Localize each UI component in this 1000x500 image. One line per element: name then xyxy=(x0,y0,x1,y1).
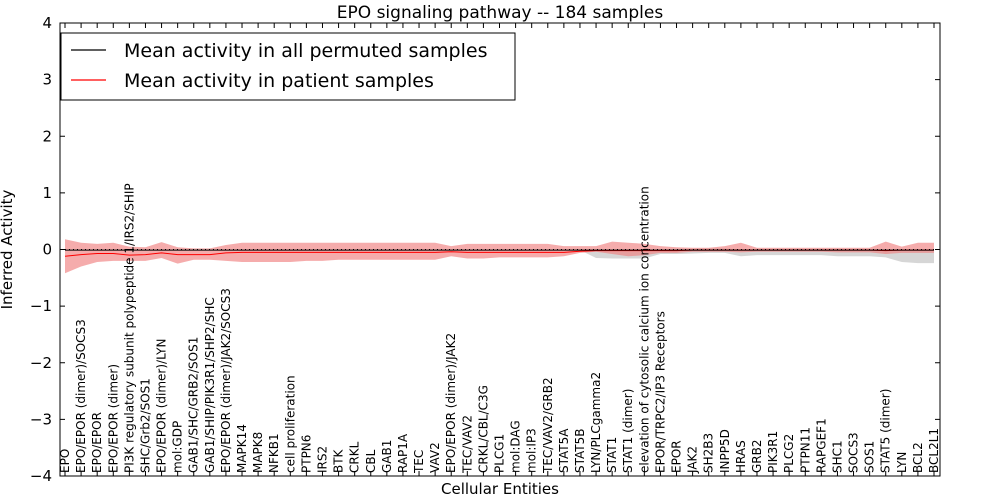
category-label: MAPK14 xyxy=(235,424,249,473)
category-label: VAV2 xyxy=(428,442,442,473)
category-label: STAT1 xyxy=(605,437,619,473)
y-tick-label: −4 xyxy=(30,467,52,485)
series-lines xyxy=(64,249,934,257)
category-label: EPO/EPOR (dimer) xyxy=(106,364,120,473)
y-tick-label: −2 xyxy=(30,354,52,372)
category-label: CBL xyxy=(364,449,378,473)
y-axis-label: Inferred Activity xyxy=(0,189,16,309)
category-label: GRB2 xyxy=(750,439,764,473)
y-tick-label: −1 xyxy=(30,297,52,315)
category-label: BCL2 xyxy=(911,442,925,473)
category-label: SOCS3 xyxy=(847,432,861,473)
y-tick-label: 0 xyxy=(42,241,52,259)
category-labels: EPO EPO/EPOR (dimer)/SOCS3 EPO/EPOR EPO/EPO… xyxy=(58,183,941,474)
category-label: BCL2L1 xyxy=(927,428,941,473)
legend-label-permuted: Mean activity in all permuted samples xyxy=(124,40,487,62)
category-label: mol:DAG xyxy=(509,420,523,473)
category-label: MAPK8 xyxy=(251,432,265,473)
legend-box xyxy=(60,32,516,101)
category-label: CRKL xyxy=(348,441,362,473)
category-label: STAT5A xyxy=(557,428,571,473)
category-label: SHC/Grb2/SOS1 xyxy=(138,378,152,473)
category-label: EPO/EPOR (dimer)/LYN xyxy=(155,339,169,473)
category-label: EPO/EPOR xyxy=(90,412,104,473)
y-tick-label: 4 xyxy=(42,14,52,32)
category-label: EPO/EPOR (dimer)/JAK2/SOCS3 xyxy=(219,288,233,473)
category-label: TEC/VAV2/GRB2 xyxy=(541,377,555,474)
category-label: JAK2 xyxy=(686,446,700,474)
category-label: PI3K regulatory subunit polypeptide 1/IR… xyxy=(122,183,136,473)
category-label: PLCG2 xyxy=(782,434,796,473)
category-label: STAT1 (dimer) xyxy=(621,389,635,473)
confidence-bands xyxy=(65,239,934,274)
category-label: GAB1/SHIP/PIK3R1/SHP2/SHC xyxy=(203,297,217,473)
category-label: PTPN6 xyxy=(299,435,313,473)
band-patient xyxy=(65,239,934,274)
y-tick-label: 2 xyxy=(42,127,52,145)
category-label: cell proliferation xyxy=(283,375,297,473)
category-label: NFKB1 xyxy=(267,433,281,473)
category-label: RAP1A xyxy=(396,433,410,473)
y-tick-label: 1 xyxy=(42,184,52,202)
y-tick-label: 3 xyxy=(42,71,52,89)
x-axis xyxy=(64,23,935,476)
band-permuted xyxy=(65,248,934,264)
category-label: EPOR/TRPC2/IP3 Receptors xyxy=(653,311,667,473)
y-tick-label: −3 xyxy=(30,410,52,428)
category-label: BTK xyxy=(332,448,346,473)
category-label: CRKL/CBL/C3G xyxy=(476,385,490,473)
category-label: GAB1/SHC/GRB2/SOS1 xyxy=(187,337,201,473)
category-label: mol:IP3 xyxy=(525,428,539,473)
category-label: STAT5B xyxy=(573,429,587,474)
y-axis: −4 −3 −2 −1 0 1 2 3 4 xyxy=(30,14,940,485)
category-label: elevation of cytosolic calcium ion conce… xyxy=(637,186,651,473)
category-label: mol:GDP xyxy=(171,421,185,473)
legend: Mean activity in all permuted samples Me… xyxy=(60,32,516,101)
category-label: EPO xyxy=(58,449,72,473)
category-label: INPP5D xyxy=(718,429,732,473)
x-axis-label: Cellular Entities xyxy=(441,480,559,498)
category-label: IRS2 xyxy=(315,446,329,473)
category-label: LYN xyxy=(895,452,909,473)
category-label: STAT5 (dimer) xyxy=(879,389,893,473)
category-label: SOS1 xyxy=(863,441,877,473)
category-label: EPO/EPOR (dimer)/SOCS3 xyxy=(74,319,88,473)
chart-title: EPO signaling pathway -- 184 samples xyxy=(337,3,664,23)
category-label: RAPGEF1 xyxy=(814,418,828,473)
category-label: PLCG1 xyxy=(493,434,507,473)
category-label: PTPN11 xyxy=(798,427,812,473)
category-label: EPO/EPOR (dimer)/JAK2 xyxy=(444,333,458,473)
category-label: SHC1 xyxy=(830,440,844,473)
category-label: HRAS xyxy=(734,440,748,473)
category-label: EPOR xyxy=(670,440,684,473)
legend-label-patient: Mean activity in patient samples xyxy=(124,70,434,92)
category-label: SH2B3 xyxy=(702,433,716,473)
category-label: LYN/PLCgamma2 xyxy=(589,372,603,473)
category-label: TEC xyxy=(412,450,426,474)
category-label: TEC/VAV2 xyxy=(460,415,474,474)
category-label: GAB1 xyxy=(380,440,394,473)
category-label: PIK3R1 xyxy=(766,431,780,473)
